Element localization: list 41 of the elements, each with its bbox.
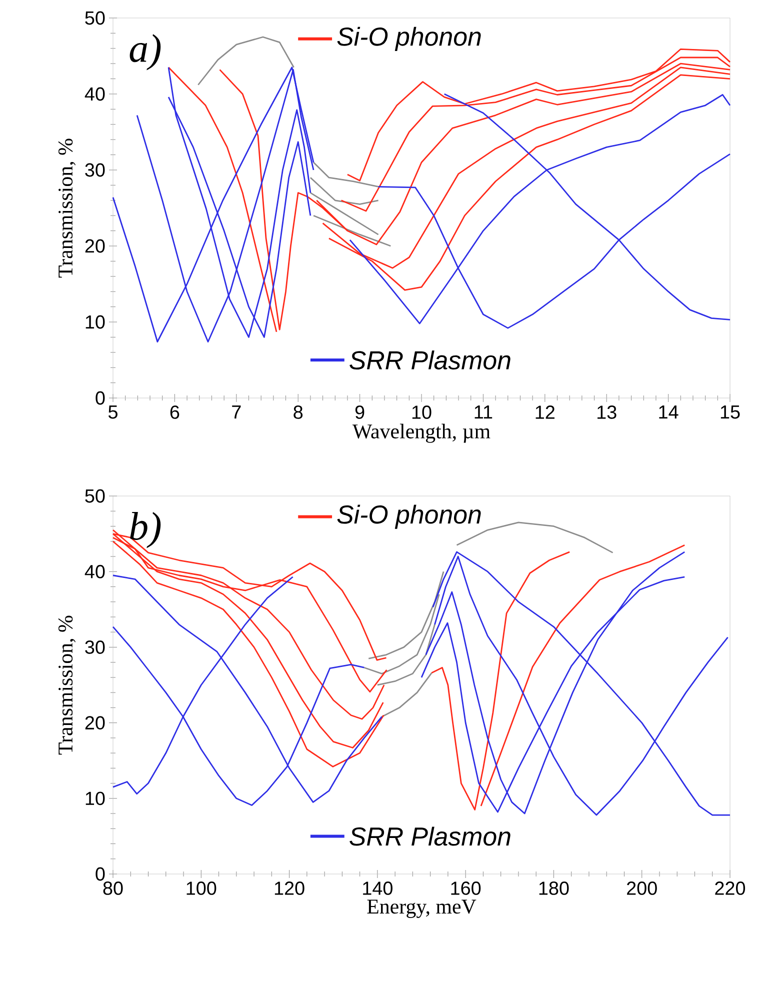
x-tick-label: 80	[103, 882, 123, 895]
x-tick-label: 12	[536, 406, 554, 419]
y-tick-label: 30	[85, 163, 105, 177]
x-tick-label: 140	[363, 882, 392, 895]
x-tick-label: 220	[715, 882, 746, 895]
y-tick-label: 20	[85, 239, 105, 253]
x-tick-label: 8	[294, 406, 303, 419]
x-tick-label: 15	[720, 406, 740, 419]
x-axis-title: Energy, meV	[367, 900, 476, 918]
y-tick-label: 40	[84, 87, 105, 101]
x-tick-label: 120	[274, 882, 304, 895]
y-axis-title: Transmission, %	[58, 138, 76, 278]
legend-label: Si-O phonon	[337, 26, 481, 51]
x-tick-label: 100	[186, 882, 216, 895]
y-tick-label: 30	[85, 640, 105, 654]
legend-label: SRR Plasmon	[350, 350, 510, 370]
annotation: b)	[130, 512, 161, 548]
x-tick-label: 9	[355, 406, 364, 419]
x-tick-label: 5	[108, 406, 118, 419]
x-tick-label: 200	[627, 882, 657, 895]
y-tick-label: 20	[85, 716, 105, 730]
legend-label: Si-O phonon	[337, 504, 481, 529]
x-tick-label: 160	[451, 882, 481, 895]
x-tick-label: 6	[170, 406, 180, 419]
x-axis-title: Wavelength, µm	[352, 424, 490, 443]
x-tick-label: 7	[232, 406, 241, 419]
y-tick-label: 0	[96, 391, 105, 405]
y-tick-label: 40	[84, 564, 105, 578]
y-tick-label: 0	[96, 867, 105, 881]
annotation: a)	[130, 34, 161, 70]
x-tick-label: 14	[659, 406, 678, 419]
y-tick-label: 10	[86, 792, 105, 806]
y-tick-label: 10	[86, 315, 105, 329]
x-tick-label: 10	[412, 406, 432, 419]
x-tick-label: 180	[539, 882, 569, 895]
legend-label: SRR Plasmon	[350, 826, 510, 846]
y-axis-title: Transmission, %	[58, 616, 76, 755]
y-tick-label: 50	[85, 11, 105, 25]
x-tick-label: 13	[598, 406, 616, 419]
y-tick-label: 50	[85, 489, 105, 503]
x-tick-label: 11	[474, 406, 492, 419]
